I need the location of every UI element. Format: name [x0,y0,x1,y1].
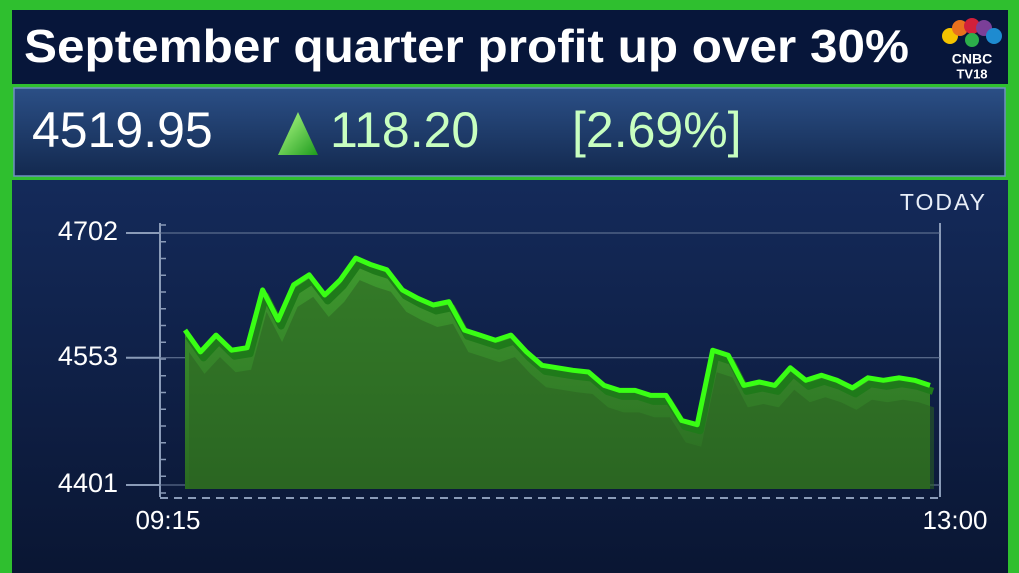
price: 4519.95 [32,102,213,158]
percent: [2.69%] [572,102,742,158]
logo-feather [952,20,968,36]
logo: CNBC TV18 [942,18,1002,81]
line-depth [189,280,934,489]
line [182,255,931,428]
x-tick-label: 09:15 [135,505,200,535]
logo-feather [965,33,979,47]
headline: September quarter profit up over 30% [24,20,909,72]
y-tick-label: 4401 [58,468,118,498]
logo-text: TV18 [956,66,987,81]
plot: 4401 4553 4702 09:15 13:00 [58,216,988,535]
y-tick-label: 4702 [58,216,118,246]
quote-band [13,87,1006,177]
title-bar [12,10,1008,84]
logo-text: CNBC [952,51,992,67]
period-label: TODAY [900,189,987,215]
y-tick-label: 4553 [58,341,118,371]
change: 118.20 [330,102,479,158]
x-tick-label: 13:00 [922,505,987,535]
logo-feather [964,18,980,34]
logo-feather [986,28,1002,44]
up-arrow [278,112,318,155]
